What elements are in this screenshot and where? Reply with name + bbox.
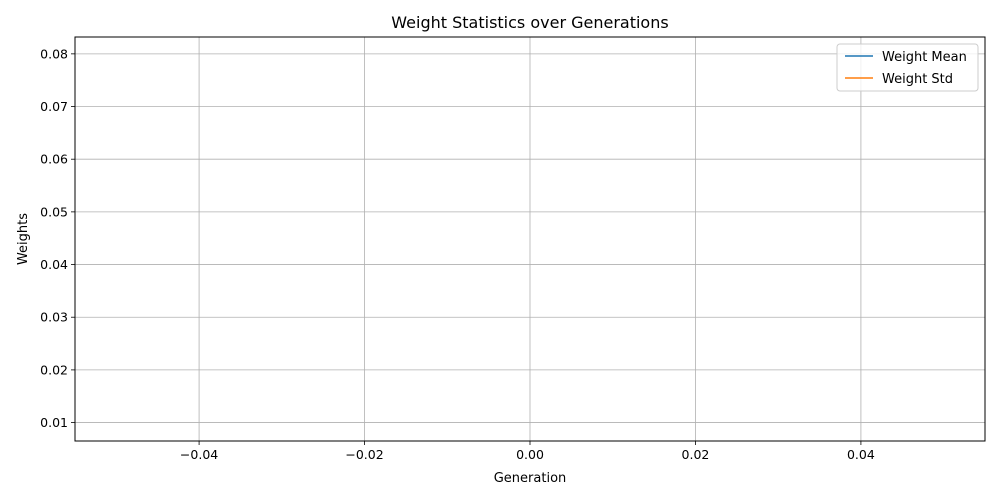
y-axis-ticks: 0.01 0.02 0.03 0.04 0.05 0.06 0.07 0.08 <box>40 46 75 430</box>
y-tick-label: 0.03 <box>40 310 68 325</box>
legend: Weight Mean Weight Std <box>836 43 979 92</box>
x-axis-ticks: −0.04 −0.02 0.00 0.02 0.04 <box>180 441 875 462</box>
y-tick-label: 0.05 <box>40 204 68 219</box>
y-tick-label: 0.08 <box>40 46 68 61</box>
x-tick-label: 0.02 <box>682 447 710 462</box>
grid <box>75 37 985 441</box>
x-tick-label: −0.04 <box>180 447 218 462</box>
legend-label-weight-mean: Weight Mean <box>882 50 967 65</box>
chart-title: Weight Statistics over Generations <box>391 13 668 32</box>
y-tick-label: 0.02 <box>40 362 68 377</box>
x-tick-label: −0.02 <box>345 447 383 462</box>
y-tick-label: 0.06 <box>40 152 68 167</box>
x-tick-label: 0.00 <box>516 447 544 462</box>
x-axis-label: Generation <box>494 471 567 486</box>
y-tick-label: 0.01 <box>40 415 68 430</box>
y-tick-label: 0.07 <box>40 99 68 114</box>
legend-label-weight-std: Weight Std <box>882 72 953 87</box>
x-tick-label: 0.04 <box>847 447 875 462</box>
y-tick-label: 0.04 <box>40 257 68 272</box>
y-axis-label: Weights <box>16 213 31 265</box>
